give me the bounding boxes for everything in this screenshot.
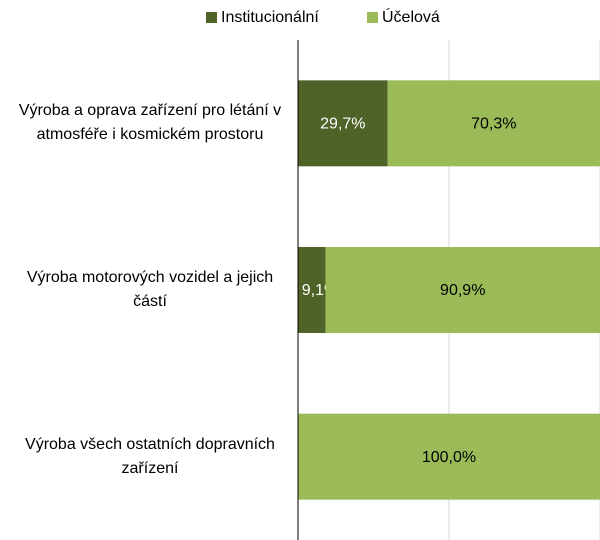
bar-segment <box>298 247 326 333</box>
value-label: 70,3% <box>471 116 516 133</box>
bar-segment <box>298 413 600 500</box>
category-label: Výroba všech ostatních dopravních zaříze… <box>25 435 275 477</box>
value-label: 100,0% <box>422 449 476 466</box>
value-label: 90,9% <box>440 282 485 299</box>
legend-label: Institucionální <box>221 9 319 26</box>
bar-segment <box>325 247 600 333</box>
legend-swatch <box>206 12 217 23</box>
legend-label: Účelová <box>382 7 440 26</box>
category-label: Výroba a oprava zařízení pro létání v at… <box>18 102 282 144</box>
bar-segment <box>387 80 600 167</box>
value-label: 29,7% <box>320 116 365 133</box>
category-label: Výroba motorových vozidel a jejich částí <box>26 269 274 310</box>
legend-swatch <box>367 12 378 23</box>
bar-segment <box>298 80 388 167</box>
